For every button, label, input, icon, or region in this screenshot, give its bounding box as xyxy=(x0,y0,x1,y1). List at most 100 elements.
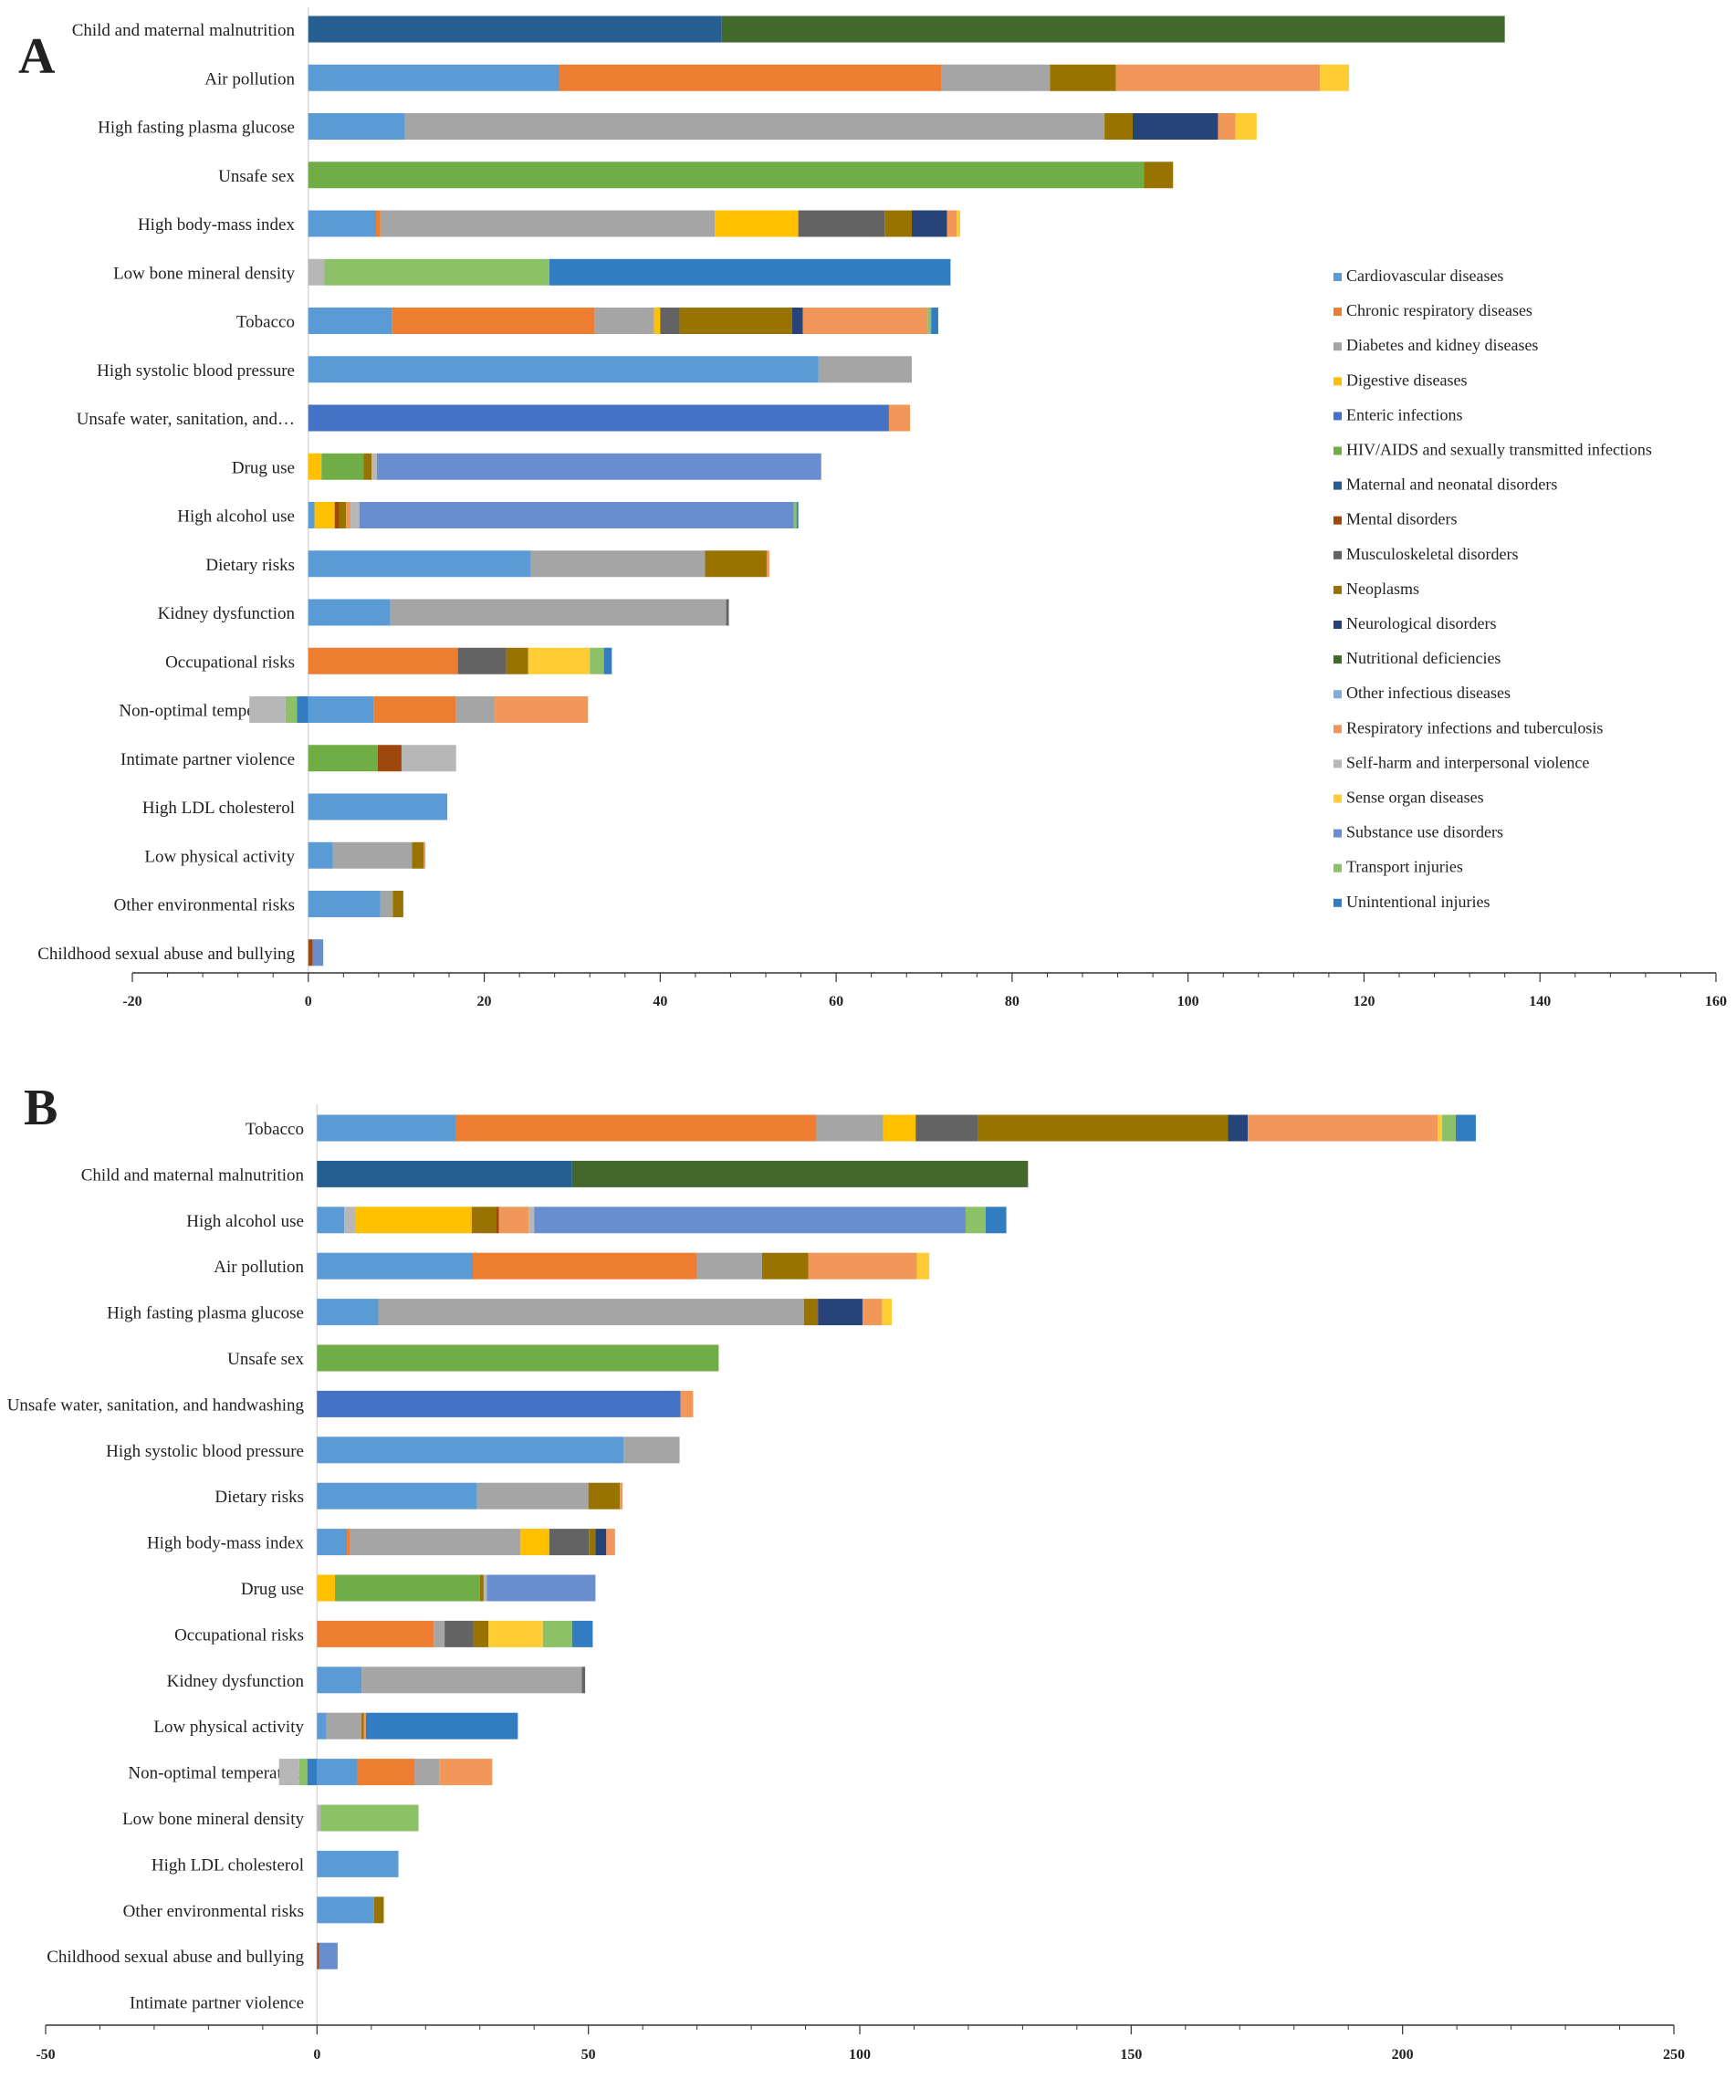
x-tick-label: 120 xyxy=(1353,994,1375,1009)
bar-segment-cardiovascular-diseases xyxy=(317,1896,374,1924)
bar-segment-diabetes-and-kidney-diseases xyxy=(434,1620,445,1647)
x-tick-label: 50 xyxy=(581,2047,596,2063)
category-label: High systolic blood pressure xyxy=(106,1442,304,1461)
bar-segment-unintentional-injuries xyxy=(365,1712,518,1740)
bar-segment-transport-injuries xyxy=(324,258,549,286)
bar-segment-musculoskeletal-disorders xyxy=(915,1114,978,1142)
category-label: Low physical activity xyxy=(144,847,295,866)
bar-segment-chronic-respiratory-diseases xyxy=(375,210,381,237)
bar-segment-unintentional-injuries xyxy=(571,1620,593,1647)
x-tick-label: 40 xyxy=(653,994,667,1009)
category-label: High body-mass index xyxy=(147,1534,305,1553)
bar-segment-respiratory-infections-and-tuberculosis xyxy=(888,404,911,432)
bar-segment-digestive-diseases xyxy=(654,308,661,334)
bar-segment-transport-injuries xyxy=(965,1207,986,1234)
bar-segment-cardiovascular-diseases xyxy=(308,793,448,820)
legend-label: Cardiovascular diseases xyxy=(1346,266,1503,285)
bar-segment-diabetes-and-kidney-diseases xyxy=(380,210,716,237)
bar-segment-neoplasms xyxy=(1050,64,1116,91)
category-label: High alcohol use xyxy=(177,507,295,527)
bar-segment-nutritional-deficiencies xyxy=(721,16,1505,43)
category-label: Other environmental risks xyxy=(123,1902,304,1921)
bar-segment-self-harm-and-interpersonal-violence xyxy=(278,1759,299,1786)
bar-segment-cardiovascular-diseases xyxy=(308,502,315,528)
x-tick-label: 80 xyxy=(1005,994,1020,1009)
bar-segment-diabetes-and-kidney-diseases xyxy=(361,1666,582,1694)
bar-segment-respiratory-infections-and-tuberculosis xyxy=(498,1207,529,1234)
legend-swatch xyxy=(1333,621,1342,629)
legend-swatch xyxy=(1333,585,1342,594)
bar-segment-respiratory-infections-and-tuberculosis xyxy=(424,841,425,869)
bar-segment-neurological-disorders xyxy=(818,1299,863,1326)
bar-segment-digestive-diseases xyxy=(317,1574,335,1602)
bar-segment-neoplasms xyxy=(589,1529,596,1556)
bar-segment-neurological-disorders xyxy=(1132,113,1218,140)
legend-label: Nutritional deficiencies xyxy=(1346,649,1501,667)
bar-segment-self-harm-and-interpersonal-violence xyxy=(317,1804,321,1832)
bar-segment-respiratory-infections-and-tuberculosis xyxy=(1248,1114,1438,1142)
category-label: Air pollution xyxy=(214,1258,304,1277)
x-tick-label: 0 xyxy=(305,994,312,1009)
bar-segment-musculoskeletal-disorders xyxy=(798,210,885,237)
bar-segment-enteric-infections xyxy=(308,404,889,432)
bar-segment-diabetes-and-kidney-diseases xyxy=(594,308,654,334)
bar-segment-nutritional-deficiencies xyxy=(571,1160,1029,1187)
bar-segment-cardiovascular-diseases xyxy=(308,113,405,140)
bar-segment-musculoskeletal-disorders xyxy=(457,647,507,674)
bar-segment-diabetes-and-kidney-diseases xyxy=(378,1299,804,1326)
legend-swatch xyxy=(1333,550,1342,559)
x-tick-label: 160 xyxy=(1705,994,1727,1009)
category-label: Intimate partner violence xyxy=(120,750,295,769)
category-label: Low bone mineral density xyxy=(113,264,295,283)
legend-swatch xyxy=(1333,898,1342,907)
bar-segment-diabetes-and-kidney-diseases xyxy=(696,1252,762,1280)
bar-segment-transport-injuries xyxy=(1442,1114,1456,1142)
bar-segment-chronic-respiratory-diseases xyxy=(308,647,458,674)
bar-segment-sense-organ-diseases xyxy=(1235,113,1257,140)
bar-segment-respiratory-infections-and-tuberculosis xyxy=(766,550,769,578)
bar-segment-diabetes-and-kidney-diseases xyxy=(623,1437,680,1464)
x-tick-label: 60 xyxy=(829,994,843,1009)
bar-segment-neoplasms xyxy=(506,647,528,674)
legend: Cardiovascular diseases Chronic respirato… xyxy=(1333,266,1652,911)
bar-segment-cardiovascular-diseases xyxy=(308,308,392,334)
bar-segment-chronic-respiratory-diseases xyxy=(347,1529,350,1556)
legend-label: Unintentional injuries xyxy=(1346,893,1490,911)
bar-segment-enteric-infections xyxy=(317,1390,681,1417)
category-label: Childhood sexual abuse and bullying xyxy=(37,945,295,964)
x-tick-label: 200 xyxy=(1392,2047,1414,2063)
bar-segment-substance-use-disorders xyxy=(312,939,324,966)
bar-segment-cardiovascular-diseases xyxy=(317,1437,624,1464)
bar-segment-neoplasms xyxy=(412,841,424,869)
bar-segment-respiratory-infections-and-tuberculosis xyxy=(680,1390,694,1417)
bar-segment-neurological-disorders xyxy=(1228,1114,1249,1142)
x-tick-label: 20 xyxy=(477,994,492,1009)
bar-segment-neoplasms xyxy=(373,1896,384,1924)
bar-segment-hiv-aids-and-sexually-transmitted-infections xyxy=(334,1574,480,1602)
bar-segment-respiratory-infections-and-tuberculosis xyxy=(1115,64,1321,91)
bar-segment-respiratory-infections-and-tuberculosis xyxy=(862,1299,883,1326)
bar-segment-neoplasms xyxy=(679,308,792,334)
x-tick-label: 0 xyxy=(313,2047,320,2063)
bar-segment-respiratory-infections-and-tuberculosis xyxy=(802,308,928,334)
bar-segment-cardiovascular-diseases xyxy=(308,841,333,869)
bar-segment-unintentional-injuries xyxy=(603,647,612,674)
category-label: Unsafe sex xyxy=(227,1350,304,1369)
bar-segment-neoplasms xyxy=(479,1574,484,1602)
bar-segment-sense-organ-diseases xyxy=(882,1299,893,1326)
category-label: High body-mass index xyxy=(138,215,296,235)
bar-segment-self-harm-and-interpersonal-violence xyxy=(401,745,456,772)
x-tick-label: 150 xyxy=(1120,2047,1142,2063)
bar-segment-mental-disorders xyxy=(496,1207,499,1234)
bar-segment-neoplasms xyxy=(588,1482,621,1510)
bar-segment-maternal-and-neonatal-disorders xyxy=(308,16,722,43)
bar-segment-neoplasms xyxy=(473,1620,489,1647)
bar-segment-chronic-respiratory-diseases xyxy=(357,1759,415,1786)
bar-segment-neoplasms xyxy=(803,1299,819,1326)
bar-segment-cardiovascular-diseases xyxy=(308,891,381,917)
bar-segment-chronic-respiratory-diseases xyxy=(455,1114,817,1142)
bar-segment-neoplasms xyxy=(392,891,403,917)
x-tick-label: 100 xyxy=(849,2047,871,2063)
bar-segment-cardiovascular-diseases xyxy=(308,356,819,383)
legend-label: Other infectious diseases xyxy=(1346,684,1511,702)
